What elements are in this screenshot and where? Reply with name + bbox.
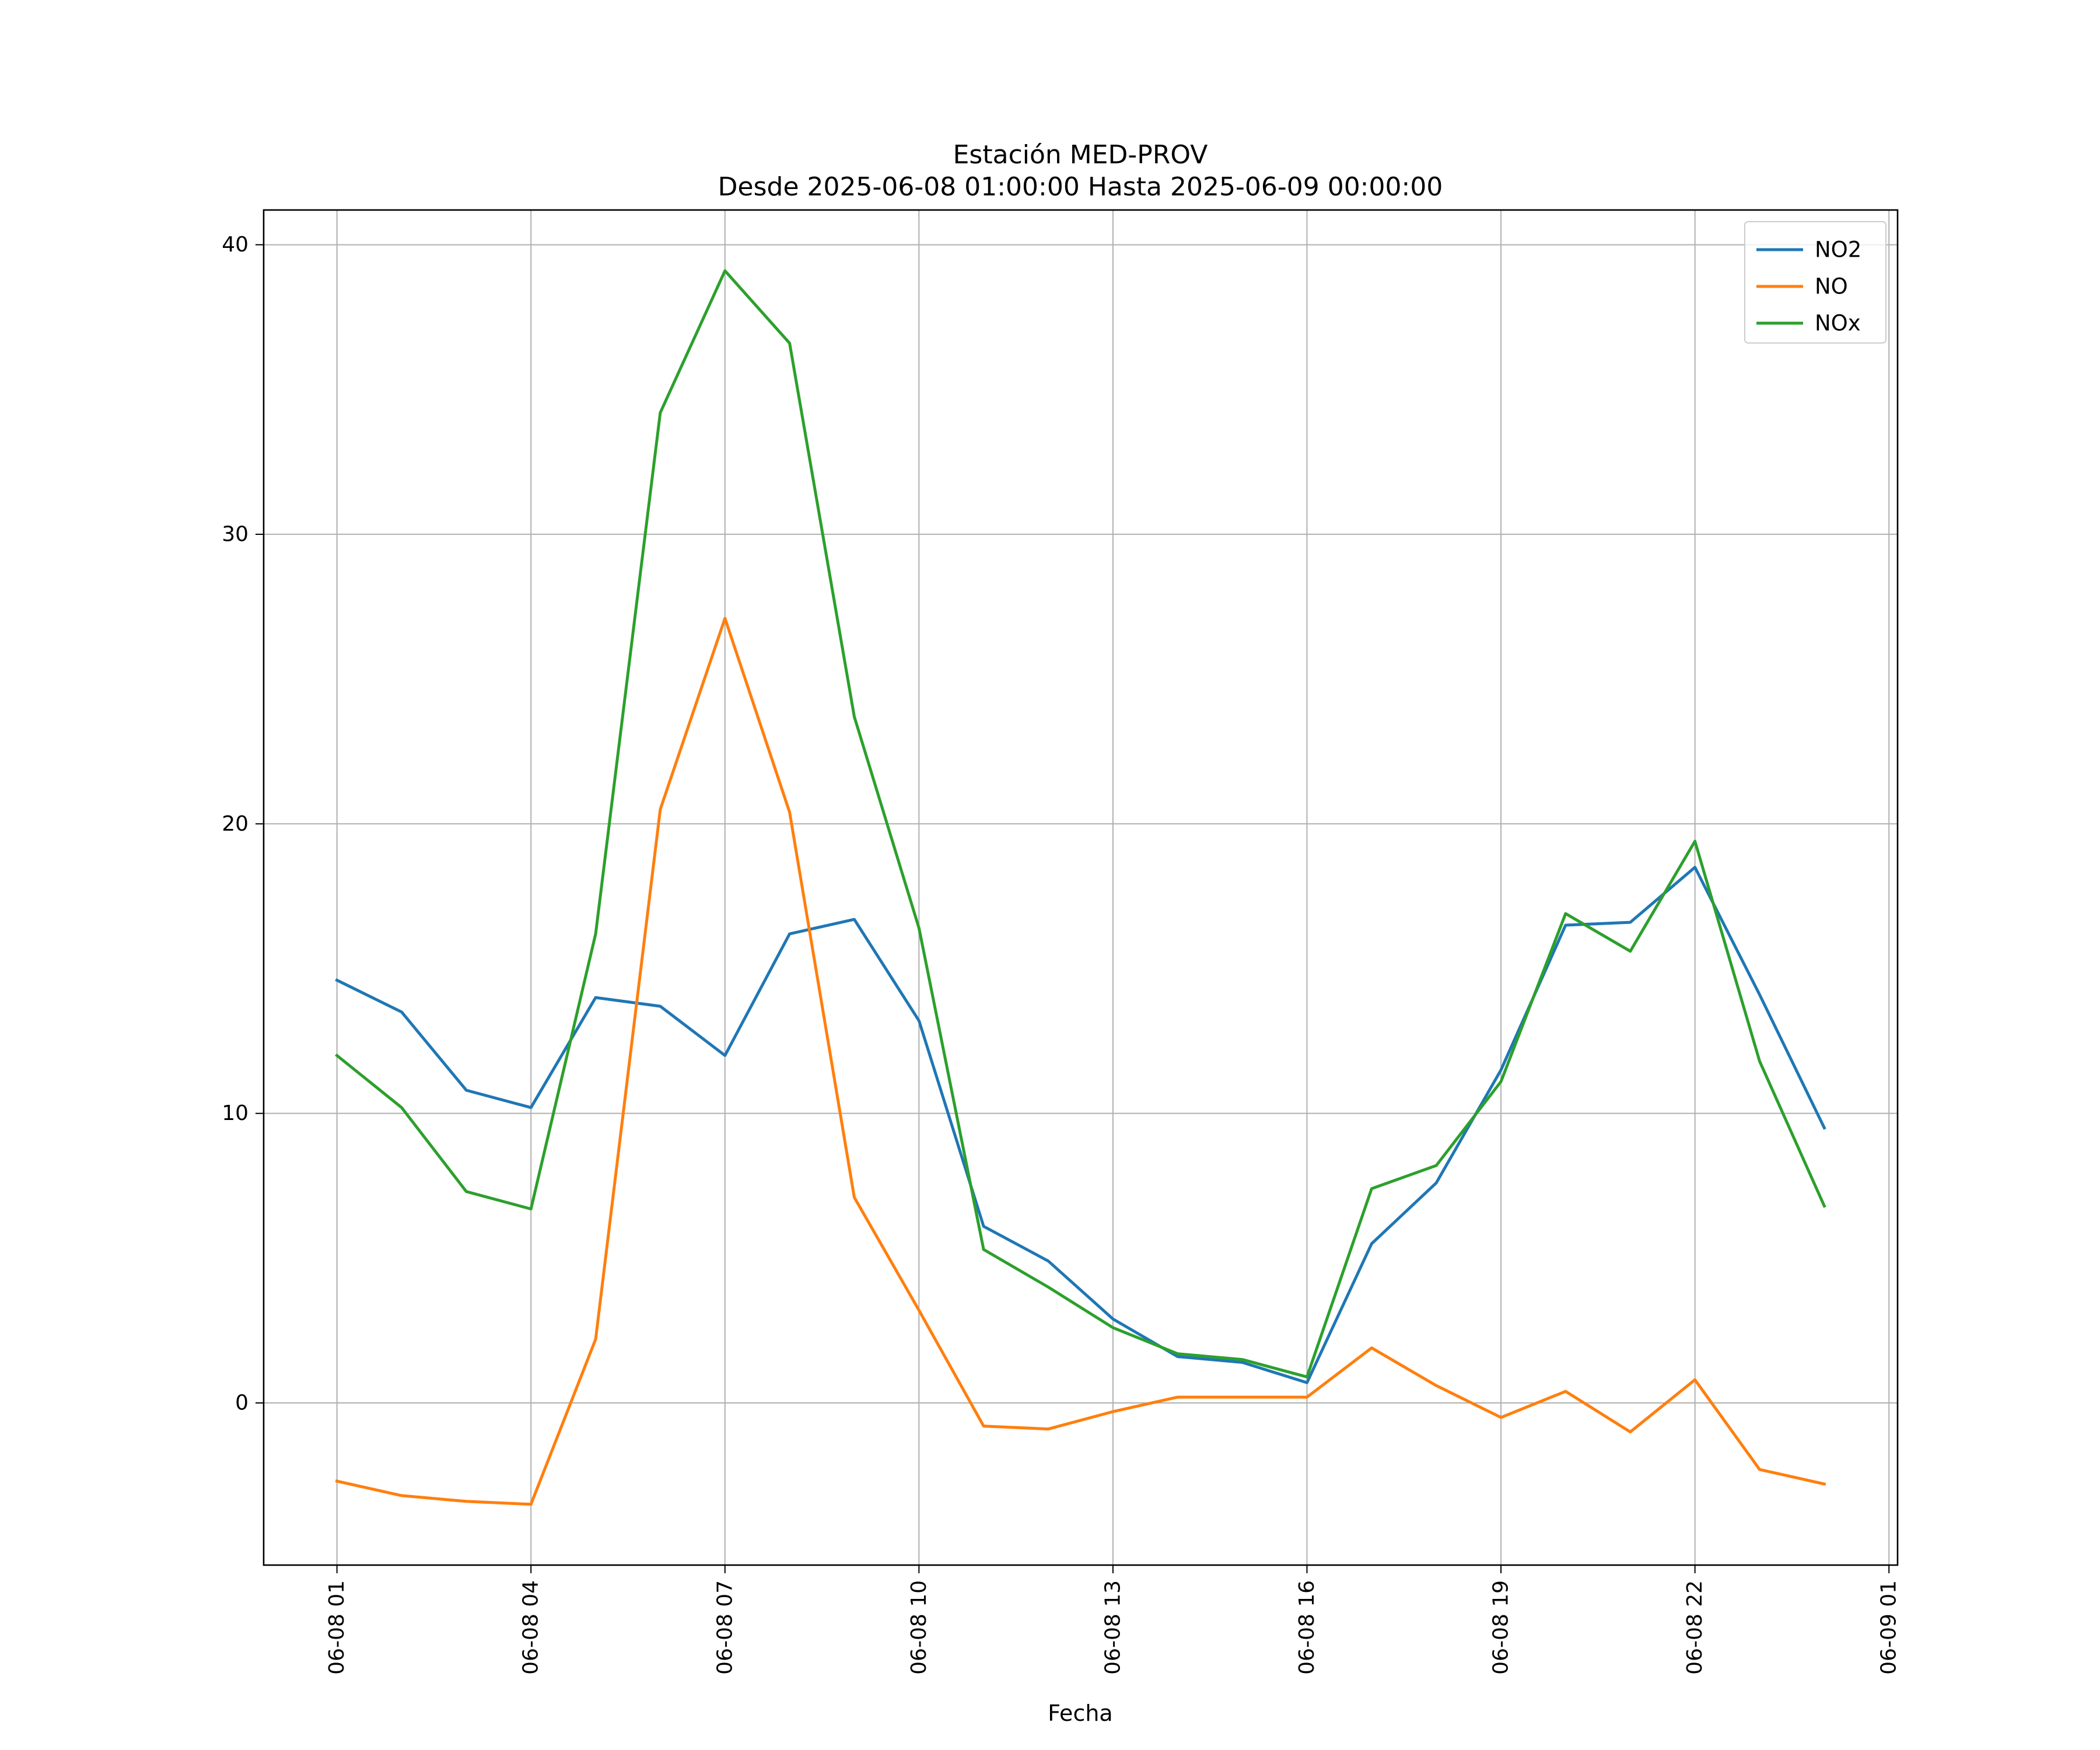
series-lines xyxy=(335,269,1826,1506)
x-axis: 06-08 01 06-08 04 06-08 07 06-08 10 06-08 13… xyxy=(325,1565,1901,1675)
x-tick-label: 06-08 04 xyxy=(519,1580,543,1675)
x-tick-label: 06-08 07 xyxy=(713,1580,737,1675)
y-tick-label: 40 xyxy=(222,233,249,257)
x-tick-label: 06-08 19 xyxy=(1489,1580,1513,1675)
x-tick-label: 06-09 01 xyxy=(1877,1580,1901,1675)
x-tick-label: 06-08 10 xyxy=(907,1580,931,1675)
y-tick-label: 20 xyxy=(222,812,249,836)
x-tick-label: 06-08 01 xyxy=(325,1580,349,1675)
series-line-nox xyxy=(335,269,1826,1378)
y-tick-label: 30 xyxy=(222,522,249,546)
x-tick-label: 06-08 22 xyxy=(1683,1580,1707,1675)
plot-frame xyxy=(262,209,1899,1566)
legend-label-no2: NO2 xyxy=(1815,237,1861,262)
chart-subtitle: Desde 2025-06-08 01:00:00 Hasta 2025-06-… xyxy=(718,172,1443,202)
chart-title: Estación MED-PROV xyxy=(953,140,1208,170)
x-axis-label: Fecha xyxy=(1048,1700,1112,1726)
grid xyxy=(264,210,1898,1565)
series-line-no xyxy=(335,617,1826,1506)
x-tick-label: 06-08 16 xyxy=(1295,1580,1319,1675)
y-axis: 0 10 20 30 40 xyxy=(222,233,264,1415)
y-tick-label: 10 xyxy=(222,1101,249,1125)
legend-box xyxy=(1744,221,1887,344)
y-tick-label: 0 xyxy=(235,1391,249,1415)
legend-label-no: NO xyxy=(1815,274,1848,299)
legend: NO2 NO NOx xyxy=(1744,221,1887,344)
series-line-no2 xyxy=(335,866,1826,1384)
x-tick-label: 06-08 13 xyxy=(1101,1580,1125,1675)
legend-label-nox: NOx xyxy=(1815,311,1861,336)
